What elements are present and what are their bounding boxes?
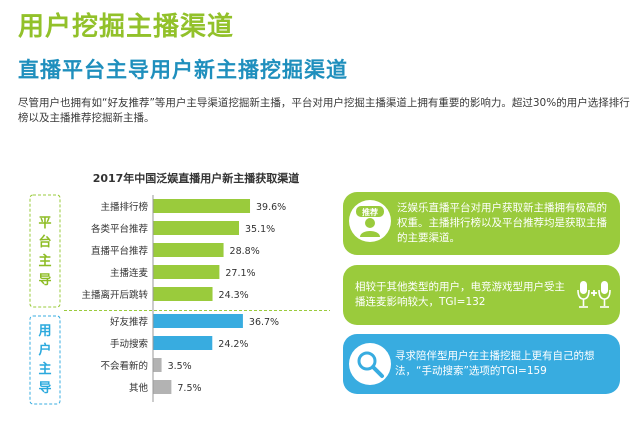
bar [153,336,213,350]
bar [153,380,172,394]
search-icon [349,343,391,385]
value-label: 27.1% [225,268,255,279]
bar [153,314,243,328]
bar [153,199,251,213]
category-label: 手动搜索 [110,338,148,350]
recommend-icon-text: 推荐 [362,207,378,217]
page-subtitle: 直播平台主导用户新主播挖掘渠道 [18,58,348,82]
value-label: 35.1% [245,224,275,235]
intro-paragraph: 尽管用户也拥有如“好友推荐”等用户主导渠道挖掘新主播，平台对用户挖掘主播渠道上拥… [18,97,630,124]
bar [153,358,162,372]
category-label: 主播连麦 [110,267,149,279]
category-label: 主播离开后跳转 [81,289,148,301]
insight-card-esports: 相较于其他类型的用户，电竞游戏型用户受主播连麦影响较大，TGI=132 [343,265,620,325]
value-label: 24.2% [218,339,248,350]
recommend-person-icon: 推荐 [349,200,391,242]
value-label: 3.5% [168,361,192,372]
insight-card-text: 相较于其他类型的用户，电竞游戏型用户受主播连麦影响较大，TGI=132 [355,281,565,308]
page-title: 用户挖掘主播渠道 [18,12,235,42]
value-label: 36.7% [249,317,279,328]
insight-card-companion: 寻求陪伴型用户在主播挖掘上更有自己的想法，“手动搜索”选项的TGI=159 [343,334,620,394]
category-label: 不会看新的 [100,360,148,372]
category-label: 好友推荐 [110,316,149,328]
category-label: 直播平台推荐 [91,245,149,257]
category-label: 其他 [129,382,149,394]
value-label: 7.5% [177,383,201,394]
microphones-icon [577,281,611,308]
group-label-platform: 平台主导 [38,216,52,288]
group-label-user: 用户主导 [38,324,52,396]
value-label: 24.3% [219,290,249,301]
category-label: 主播排行榜 [100,201,148,213]
insight-card-text: 泛娱乐直播平台对用户获取新主播拥有极高的权重。主播排行榜以及平台推荐均是获取主播… [397,202,607,244]
chart-title: 2017年中国泛娱直播用户新主播获取渠道 [92,172,300,185]
bar [153,243,224,257]
bar [153,265,220,279]
value-label: 39.6% [256,202,286,213]
category-label: 各类平台推荐 [91,223,149,235]
bar [153,287,213,301]
insight-card-text: 寻求陪伴型用户在主播挖掘上更有自己的想法，“手动搜索”选项的TGI=159 [395,350,595,377]
group-frame-user [29,315,61,405]
bar [153,221,239,235]
value-label: 28.8% [230,246,260,257]
group-frame-platform [29,194,61,308]
insight-card-platform: 推荐 泛娱乐直播平台对用户获取新主播拥有极高的权重。主播排行榜以及平台推荐均是获… [343,192,620,255]
